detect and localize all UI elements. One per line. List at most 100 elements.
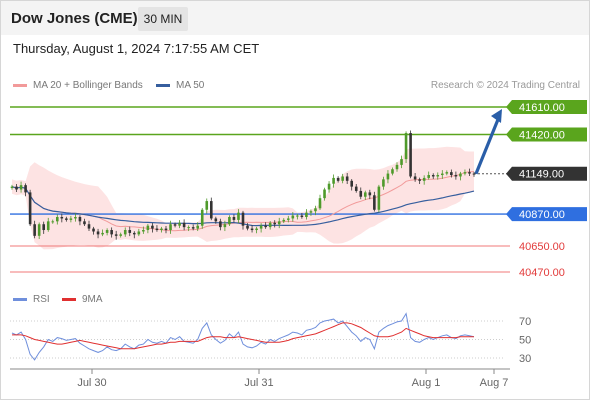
candle-66: [309, 211, 313, 213]
candle-95: [440, 173, 444, 176]
candle-6: [37, 224, 41, 236]
candle-30: [146, 225, 150, 231]
rsi-ma-line: [12, 322, 474, 350]
legend-swatch-9ma: [62, 298, 76, 301]
candle-1: [15, 186, 18, 190]
candle-47: [223, 224, 227, 228]
candle-5: [33, 224, 36, 236]
candle-41: [196, 225, 200, 229]
candle-28: [137, 231, 141, 235]
candle-89: [413, 176, 417, 180]
legend-rsi: RSI: [13, 294, 50, 305]
candle-19: [96, 231, 100, 235]
candle-15: [78, 217, 82, 222]
x-tick-label-0: Jul 30: [77, 377, 106, 389]
candle-37: [178, 222, 181, 226]
candle-77: [359, 190, 363, 197]
candle-93: [431, 175, 435, 177]
candle-61: [286, 218, 290, 220]
candle-50: [237, 212, 240, 220]
x-tick-label-2: Aug 1: [412, 377, 441, 389]
candle-72: [336, 177, 340, 181]
candle-83: [386, 173, 390, 180]
candle-85: [395, 164, 399, 170]
candle-23: [114, 234, 118, 236]
legend-label-9ma: 9MA: [82, 294, 103, 305]
timestamp: Thursday, August 1, 2024 7:17:55 AM CET: [13, 41, 260, 56]
price-tag-1: [506, 127, 587, 142]
forecast-arrow-head: [491, 109, 502, 123]
candle-31: [151, 225, 154, 229]
candle-101: [468, 172, 471, 174]
forecast-arrow-shaft: [474, 116, 501, 175]
candle-68: [318, 198, 322, 209]
candle-4: [28, 192, 32, 225]
legend-swatch-rsi: [13, 298, 27, 301]
price-label-1: 41420.00: [519, 130, 565, 142]
rsi-line: [11, 312, 475, 361]
legend-label-rsi: RSI: [33, 294, 50, 305]
candle-25: [123, 230, 127, 235]
candle-10: [55, 217, 59, 222]
candle-48: [228, 217, 231, 225]
price-label-2: 41149.00: [519, 169, 564, 181]
candle-96: [445, 172, 449, 174]
candle-54: [255, 228, 258, 231]
candle-29: [142, 230, 145, 232]
legend-swatch-ma50: [156, 84, 170, 87]
candle-56: [264, 225, 267, 228]
candle-69: [323, 189, 326, 199]
candle-70: [327, 183, 331, 190]
candle-84: [391, 169, 394, 174]
header-bar: Dow Jones (CME) 30 MIN: [1, 1, 589, 35]
candle-92: [427, 175, 431, 178]
candle-63: [296, 215, 299, 217]
instrument-title: Dow Jones (CME): [11, 10, 138, 27]
candle-62: [291, 215, 295, 219]
candle-65: [305, 212, 308, 217]
x-tick-label-1: Jul 31: [244, 377, 273, 389]
candle-88: [409, 133, 412, 177]
candle-99: [459, 173, 462, 177]
timeframe-badge[interactable]: 30 MIN: [138, 7, 188, 31]
candle-81: [377, 186, 381, 210]
candle-24: [119, 234, 123, 236]
candle-76: [354, 186, 358, 191]
price-label-4: 40650.00: [519, 241, 565, 253]
candle-64: [300, 215, 304, 217]
candle-16: [83, 221, 86, 225]
candle-74: [345, 176, 349, 181]
candle-34: [164, 228, 168, 231]
candle-80: [373, 195, 376, 210]
candle-27: [132, 232, 136, 235]
candle-71: [332, 177, 335, 184]
legend-label-ma50: MA 50: [176, 80, 205, 91]
candle-97: [450, 172, 453, 176]
candle-78: [363, 192, 367, 197]
candle-22: [110, 230, 113, 235]
candle-75: [350, 180, 354, 187]
candle-90: [418, 179, 421, 181]
candle-98: [454, 175, 458, 177]
rsi-tick-label-1: 50: [519, 335, 531, 347]
candle-42: [200, 209, 204, 226]
candle-44: [209, 201, 213, 219]
legend-swatch-ma20: [13, 84, 27, 87]
price-label-0: 41610.00: [519, 102, 565, 114]
candle-40: [191, 227, 195, 229]
legend-ma20: MA 20 + Bollinger Bands: [13, 80, 143, 91]
candle-18: [92, 228, 95, 232]
rsi-tick-label-2: 30: [519, 353, 531, 365]
candle-20: [101, 232, 104, 235]
candle-87: [404, 133, 408, 160]
price-label-5: 40470.00: [519, 267, 565, 279]
price-tag-2: [506, 166, 587, 181]
price-tag-0: [506, 100, 587, 114]
candle-79: [368, 192, 372, 196]
candle-9: [51, 221, 55, 223]
candle-46: [219, 221, 222, 228]
candle-91: [422, 177, 426, 181]
legend-ma50: MA 50: [156, 80, 204, 91]
candle-82: [382, 179, 385, 187]
